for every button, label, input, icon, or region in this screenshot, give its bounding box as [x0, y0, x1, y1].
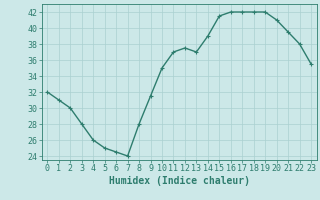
X-axis label: Humidex (Indice chaleur): Humidex (Indice chaleur) [109, 176, 250, 186]
